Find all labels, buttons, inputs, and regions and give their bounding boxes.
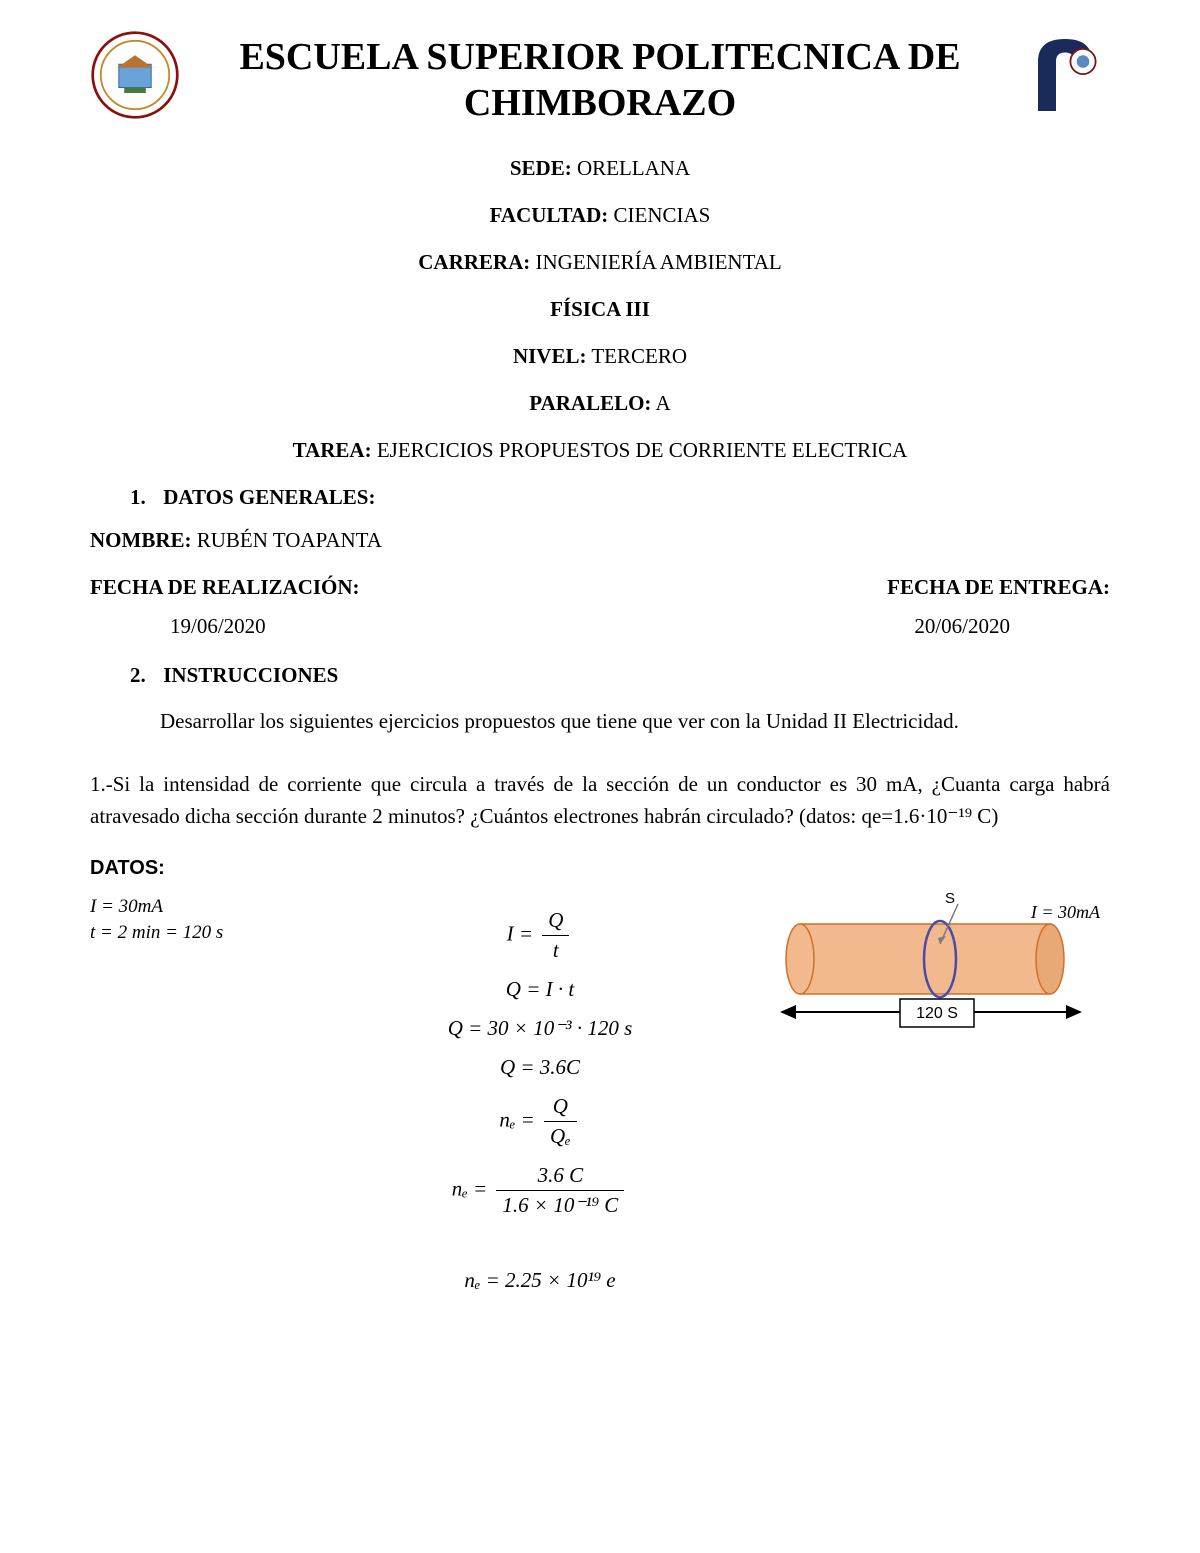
section-1-heading: 1. DATOS GENERALES: — [130, 485, 1110, 510]
diagram-time-text: 120 S — [916, 1005, 958, 1022]
dates-labels-row: FECHA DE REALIZACIÓN: FECHA DE ENTREGA: — [90, 575, 1110, 600]
facultad-value: CIENCIAS — [608, 203, 710, 227]
eq5-num: Q — [544, 1094, 577, 1122]
section-2-num: 2. — [130, 663, 158, 688]
tarea-label: TAREA: — [293, 438, 372, 462]
eq-3: Q = 30 × 10⁻³ · 120 s — [340, 1016, 740, 1041]
tarea-line: TAREA: EJERCICIOS PROPUESTOS DE CORRIENT… — [90, 438, 1110, 463]
facultad-line: FACULTAD: CIENCIAS — [90, 203, 1110, 228]
tarea-value: EJERCICIOS PROPUESTOS DE CORRIENTE ELECT… — [372, 438, 908, 462]
eq1-den: t — [542, 936, 569, 963]
problem-1-text: 1.-Si la intensidad de corriente que cir… — [90, 768, 1110, 833]
paralelo-line: PARALELO: A — [90, 391, 1110, 416]
document-header: ESCUELA SUPERIOR POLITECNICA DE CHIMBORA… — [90, 30, 1110, 126]
carrera-label: CARRERA: — [418, 250, 530, 274]
course-line: FÍSICA III — [90, 297, 1110, 322]
facultad-label: FACULTAD: — [490, 203, 609, 227]
nivel-label: NIVEL: — [513, 344, 587, 368]
dates-values-row: 19/06/2020 20/06/2020 — [90, 614, 1110, 639]
eq1-num: Q — [542, 908, 569, 936]
given-data: I = 30mA t = 2 min = 120 s — [90, 894, 310, 947]
paralelo-value: A — [651, 391, 670, 415]
eq-4: Q = 3.6C — [340, 1055, 740, 1080]
data-I: I = 30mA — [90, 894, 310, 921]
instructions-body: Desarrollar los siguientes ejercicios pr… — [160, 706, 1110, 738]
section-2-title: INSTRUCCIONES — [163, 663, 338, 687]
eq6-num: 3.6 C — [496, 1163, 624, 1191]
course-name: FÍSICA III — [550, 297, 650, 321]
diagram-i-label: I = 30mA — [1031, 902, 1100, 923]
main-title: ESCUELA SUPERIOR POLITECNICA DE CHIMBORA… — [200, 30, 1000, 126]
data-t: t = 2 min = 120 s — [90, 920, 310, 947]
eq6-den: 1.6 × 10⁻¹⁹ C — [496, 1191, 624, 1218]
entrega-value: 20/06/2020 — [914, 614, 1010, 639]
institution-seal-icon — [90, 30, 180, 120]
entrega-label: FECHA DE ENTREGA: — [887, 575, 1110, 600]
sede-value: ORELLANA — [572, 156, 690, 180]
carrera-value: INGENIERÍA AMBIENTAL — [530, 250, 781, 274]
equations-block: I = Q t Q = I · t Q = 30 × 10⁻³ · 120 s … — [340, 894, 740, 1307]
sede-line: SEDE: ORELLANA — [90, 156, 1110, 181]
diagram-s-label: S — [945, 890, 955, 907]
eq-5: nₑ = Q Qₑ — [340, 1094, 740, 1149]
nivel-value: TERCERO — [586, 344, 687, 368]
eq-2: Q = I · t — [340, 977, 740, 1002]
work-area: I = 30mA t = 2 min = 120 s I = Q t Q = I… — [90, 894, 1110, 1307]
eq6-lhs: nₑ — [452, 1176, 468, 1200]
paralelo-label: PARALELO: — [529, 391, 651, 415]
eq5-den: Qₑ — [544, 1122, 577, 1149]
eq-1: I = Q t — [340, 908, 740, 963]
sede-label: SEDE: — [510, 156, 572, 180]
section-1-title: DATOS GENERALES: — [163, 485, 375, 509]
eq-6: nₑ = 3.6 C 1.6 × 10⁻¹⁹ C — [340, 1163, 740, 1218]
section-2-heading: 2. INSTRUCCIONES — [130, 663, 1110, 688]
nombre-line: NOMBRE: RUBÉN TOAPANTA — [90, 528, 1110, 553]
section-1-num: 1. — [130, 485, 158, 510]
realizacion-label: FECHA DE REALIZACIÓN: — [90, 575, 360, 600]
eq1-lhs: I — [507, 921, 514, 945]
nombre-label: NOMBRE: — [90, 528, 192, 552]
nombre-value: RUBÉN TOAPANTA — [192, 528, 382, 552]
realizacion-value: 19/06/2020 — [170, 614, 266, 639]
eq-7: nₑ = 2.25 × 10¹⁹ e — [340, 1268, 740, 1293]
carrera-line: CARRERA: INGENIERÍA AMBIENTAL — [90, 250, 1110, 275]
faculty-logo-icon — [1020, 30, 1110, 120]
datos-label: DATOS: — [90, 857, 1110, 880]
conductor-diagram: S I = 30mA 120 S — [770, 894, 1110, 1059]
eq5-lhs: nₑ — [499, 1107, 515, 1131]
nivel-line: NIVEL: TERCERO — [90, 344, 1110, 369]
